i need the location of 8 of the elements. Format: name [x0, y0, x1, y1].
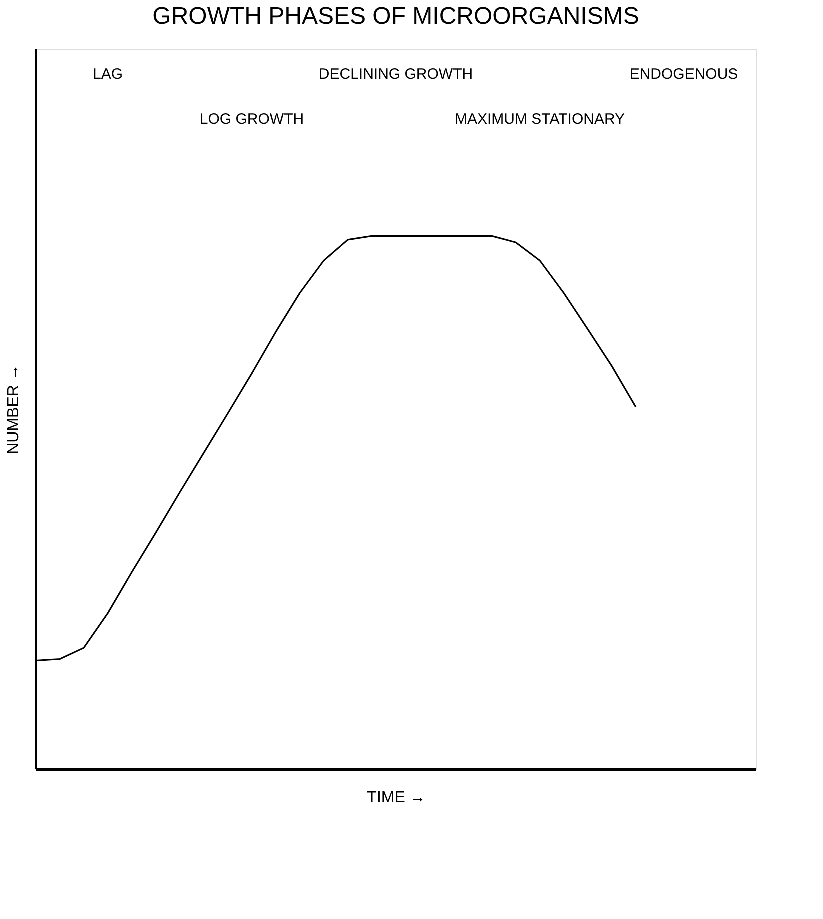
text: DECLINING GROWTH: [318, 66, 474, 83]
y-axis-title: NUMBER →: [6, 364, 22, 454]
text: ENDOGENOUS: [630, 66, 738, 83]
text: LOG GROWTH: [200, 111, 304, 128]
x-axis-title: TIME →: [367, 790, 426, 806]
text: MAXIMUM STATIONARY: [454, 111, 626, 128]
chart-title: GROWTH PHASES OF MICROORGANISMS: [152, 3, 640, 30]
text: LAG: [92, 66, 124, 83]
